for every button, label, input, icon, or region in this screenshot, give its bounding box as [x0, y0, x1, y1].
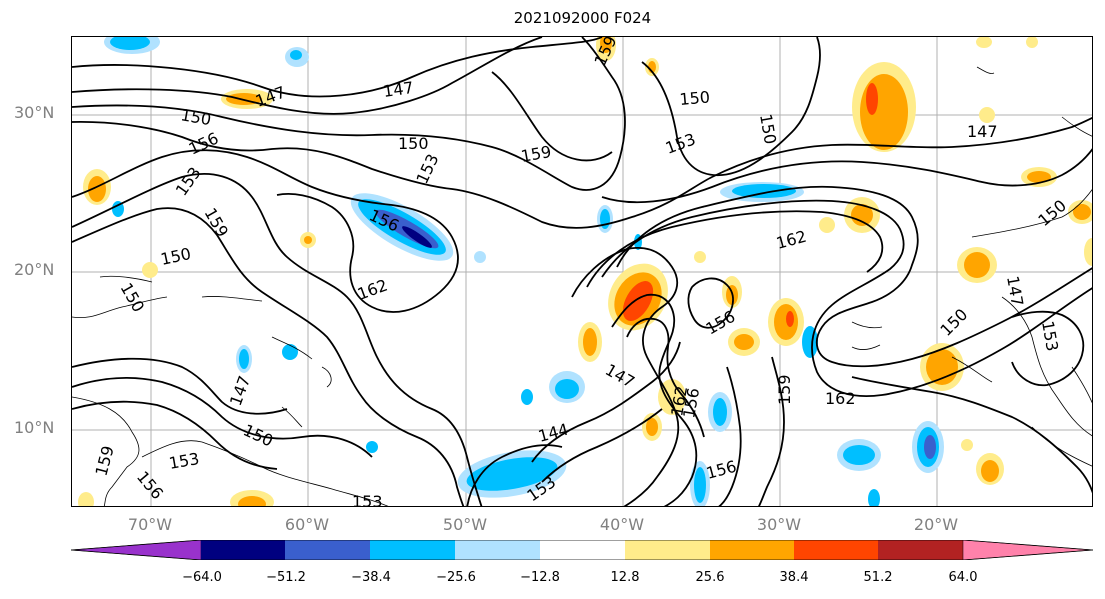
colorbar-tick: −25.6: [436, 570, 476, 585]
contour-label: 159: [775, 374, 794, 405]
contour-label: 156: [133, 467, 167, 503]
map-canvas: 147 150 147 150 156 153 159 150 153 159 …: [72, 37, 1092, 507]
contour-label: 147: [1003, 274, 1027, 307]
lon-label-50w: 50°W: [442, 515, 488, 534]
contour-label: 153: [663, 129, 698, 157]
anomaly-shading: [78, 37, 1092, 506]
colorbar-tick: −38.4: [351, 570, 391, 585]
contour-label: 162: [825, 389, 856, 408]
contour-label: 153: [167, 449, 200, 473]
contour-label: 150: [159, 244, 193, 269]
colorbar-tick: 12.8: [610, 570, 640, 585]
colorbar-tick: 38.4: [779, 570, 809, 585]
contour-label: 147: [602, 360, 638, 392]
contour-label: 150: [117, 280, 149, 316]
lon-label-40w: 40°W: [599, 515, 645, 534]
lon-label-60w: 60°W: [284, 515, 330, 534]
lon-label-20w: 20°W: [913, 515, 959, 534]
colorbar-tick: 64.0: [948, 570, 978, 585]
contour-label: 150: [936, 305, 971, 340]
lat-label-30n: 30°N: [14, 103, 55, 122]
contour-label: 147: [226, 373, 254, 408]
contour-label: 162: [774, 227, 808, 253]
contour-label: 150: [756, 112, 780, 145]
colorbar-tick: 25.6: [695, 570, 725, 585]
contour-label: 162: [355, 275, 390, 303]
colorbar-tick: −12.8: [520, 570, 560, 585]
colorbar: [70, 539, 1094, 561]
contour-label: 150: [240, 420, 276, 450]
colorbar-segment-firebrick: [878, 540, 963, 560]
contour-label: 159: [92, 444, 118, 478]
contour-label: 159: [590, 37, 620, 69]
lon-label-30w: 30°W: [756, 515, 802, 534]
contour-label: 147: [253, 82, 288, 110]
height-contours: [72, 37, 1092, 506]
colorbar-segment-purple: [70, 539, 202, 561]
colorbar-segment-orange: [710, 540, 794, 560]
contour-label: 147: [382, 78, 415, 101]
colorbar-tick: 51.2: [863, 570, 893, 585]
contour-label: 147: [967, 122, 998, 141]
lon-label-70w: 70°W: [127, 515, 173, 534]
map-title: 2021092000 F024: [513, 9, 652, 27]
contour-label: 156: [186, 128, 222, 158]
contour-label: 150: [398, 134, 429, 153]
contour-label: 156: [704, 457, 738, 483]
colorbar-segment-royal-blue: [285, 540, 370, 560]
colorbar-segment-light-yellow: [625, 540, 710, 560]
colorbar-segment-pink: [962, 539, 1094, 561]
colorbar-segment-light-blue: [455, 540, 540, 560]
colorbar-segment-white: [540, 540, 625, 560]
map-panel: 147 150 147 150 156 153 159 150 153 159 …: [71, 36, 1093, 507]
colorbar-tick: −51.2: [266, 570, 306, 585]
contour-label: 150: [1034, 196, 1070, 230]
contour-label: 144: [536, 420, 570, 446]
contour-label: 153: [172, 163, 205, 199]
colorbar-segment-deep-sky: [370, 540, 455, 560]
colorbar-tick: −64.0: [182, 570, 222, 585]
contour-label: 153: [352, 492, 383, 507]
contour-label: 150: [679, 87, 711, 109]
lat-label-20n: 20°N: [14, 260, 55, 279]
contour-label: 159: [519, 142, 552, 166]
contour-label: 156: [679, 386, 703, 419]
colorbar-segment-orange-red: [794, 540, 878, 560]
lat-label-10n: 10°N: [14, 418, 55, 437]
contour-label: 153: [412, 151, 442, 187]
contour-label: 150: [179, 105, 212, 129]
contour-label: 153: [1038, 319, 1062, 352]
colorbar-segment-navy: [201, 540, 285, 560]
